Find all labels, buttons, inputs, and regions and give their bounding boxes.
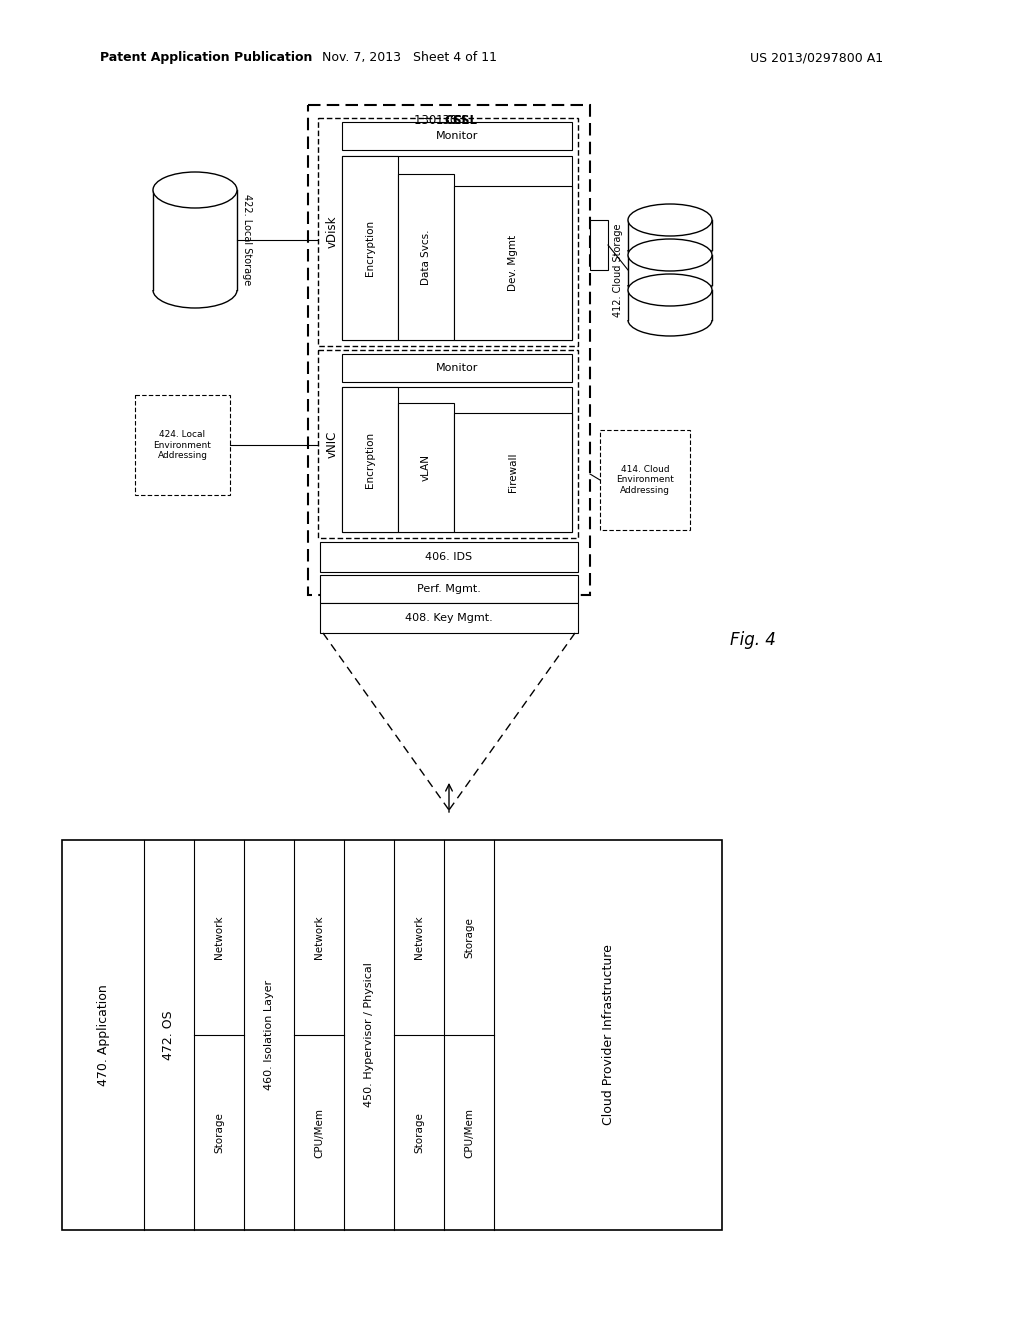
Bar xyxy=(342,354,572,381)
Text: Encryption: Encryption xyxy=(365,220,375,276)
Bar xyxy=(308,106,590,595)
Bar xyxy=(342,387,398,532)
Text: Network: Network xyxy=(214,916,224,960)
Text: 472. OS: 472. OS xyxy=(163,1010,175,1060)
Text: Perf. Mgmt.: Perf. Mgmt. xyxy=(417,583,481,594)
Text: 424. Local
Environment
Addressing: 424. Local Environment Addressing xyxy=(154,430,211,459)
Text: Monitor: Monitor xyxy=(436,363,478,374)
Text: 470. Application: 470. Application xyxy=(96,985,110,1086)
Text: Fig. 4: Fig. 4 xyxy=(730,631,776,649)
Bar xyxy=(135,395,230,495)
Text: Monitor: Monitor xyxy=(436,131,478,141)
Ellipse shape xyxy=(628,275,712,306)
Bar xyxy=(62,840,722,1230)
Text: Nov. 7, 2013   Sheet 4 of 11: Nov. 7, 2013 Sheet 4 of 11 xyxy=(323,51,498,65)
Ellipse shape xyxy=(153,172,237,209)
Text: 460. Isolation Layer: 460. Isolation Layer xyxy=(264,979,274,1090)
Text: Patent Application Publication: Patent Application Publication xyxy=(100,51,312,65)
Text: 406. IDS: 406. IDS xyxy=(425,552,472,562)
Text: CSL: CSL xyxy=(453,115,477,128)
Text: vDisk: vDisk xyxy=(326,215,339,248)
Bar xyxy=(318,350,578,539)
Text: Storage: Storage xyxy=(414,1111,424,1152)
Text: 408. Key Mgmt.: 408. Key Mgmt. xyxy=(406,612,493,623)
Text: CPU/Mem: CPU/Mem xyxy=(464,1107,474,1158)
Bar xyxy=(319,603,578,634)
Text: Storage: Storage xyxy=(214,1111,224,1152)
Text: Network: Network xyxy=(414,916,424,960)
Ellipse shape xyxy=(628,205,712,236)
Text: 422. Local Storage: 422. Local Storage xyxy=(242,194,252,285)
Bar xyxy=(600,430,690,531)
Bar xyxy=(398,174,454,341)
Text: Data Svcs.: Data Svcs. xyxy=(421,230,431,285)
Bar xyxy=(590,220,608,271)
Bar xyxy=(342,121,572,150)
Ellipse shape xyxy=(628,239,712,271)
Bar xyxy=(319,576,578,603)
Text: Network: Network xyxy=(314,916,324,960)
Bar xyxy=(342,156,572,341)
Text: Storage: Storage xyxy=(464,917,474,958)
Bar xyxy=(398,403,454,532)
Bar xyxy=(319,543,578,572)
Text: 130.: 130. xyxy=(415,115,444,128)
Text: 414. Cloud
Environment
Addressing: 414. Cloud Environment Addressing xyxy=(616,465,674,495)
Bar xyxy=(342,156,398,341)
Text: vLAN: vLAN xyxy=(421,454,431,480)
Text: Dev. Mgmt: Dev. Mgmt xyxy=(508,235,518,292)
Bar xyxy=(454,413,572,532)
Bar xyxy=(342,387,572,532)
Text: Cloud Provider Infrastructure: Cloud Provider Infrastructure xyxy=(601,945,614,1126)
Text: Encryption: Encryption xyxy=(365,432,375,487)
Bar xyxy=(318,117,578,346)
Text: 130.: 130. xyxy=(436,115,462,128)
Bar xyxy=(454,186,572,341)
Text: vNIC: vNIC xyxy=(326,430,339,458)
Text: 450. Hypervisor / Physical: 450. Hypervisor / Physical xyxy=(364,962,374,1107)
Text: CPU/Mem: CPU/Mem xyxy=(314,1107,324,1158)
Text: Firewall: Firewall xyxy=(508,453,518,492)
Text: US 2013/0297800 A1: US 2013/0297800 A1 xyxy=(750,51,883,65)
Text: CSL: CSL xyxy=(444,115,469,128)
Text: 412. Cloud Storage: 412. Cloud Storage xyxy=(613,223,623,317)
